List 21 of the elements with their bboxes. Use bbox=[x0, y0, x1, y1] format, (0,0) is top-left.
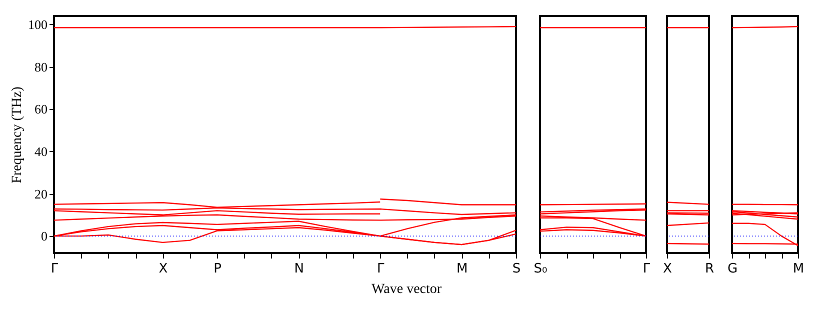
y-tick-label: 40 bbox=[34, 144, 48, 159]
x-tick-label: R bbox=[704, 262, 714, 276]
y-tick-label: 80 bbox=[34, 59, 48, 74]
y-tick-label: 60 bbox=[34, 102, 48, 117]
y-axis-title: Frequency (THz) bbox=[10, 86, 25, 184]
x-tick-label: S₀ bbox=[534, 262, 548, 276]
y-tick-label: 100 bbox=[28, 16, 48, 32]
x-tick-label: Γ bbox=[642, 262, 651, 276]
x-tick-label: Γ bbox=[50, 262, 59, 276]
x-tick-label: P bbox=[214, 262, 222, 276]
x-tick-label: N bbox=[294, 262, 304, 276]
x-tick-label: M bbox=[456, 262, 468, 276]
x-tick-label: Γ bbox=[376, 262, 385, 276]
y-tick-label: 20 bbox=[34, 186, 48, 202]
x-tick-label: X bbox=[158, 262, 168, 276]
x-tick-label: S bbox=[512, 262, 521, 276]
x-tick-label: X bbox=[663, 262, 672, 276]
x-axis-title: Wave vector bbox=[372, 282, 442, 297]
x-tick-label: G bbox=[727, 262, 738, 276]
y-tick-label: 0 bbox=[41, 228, 48, 244]
x-tick-label: M bbox=[792, 262, 804, 276]
